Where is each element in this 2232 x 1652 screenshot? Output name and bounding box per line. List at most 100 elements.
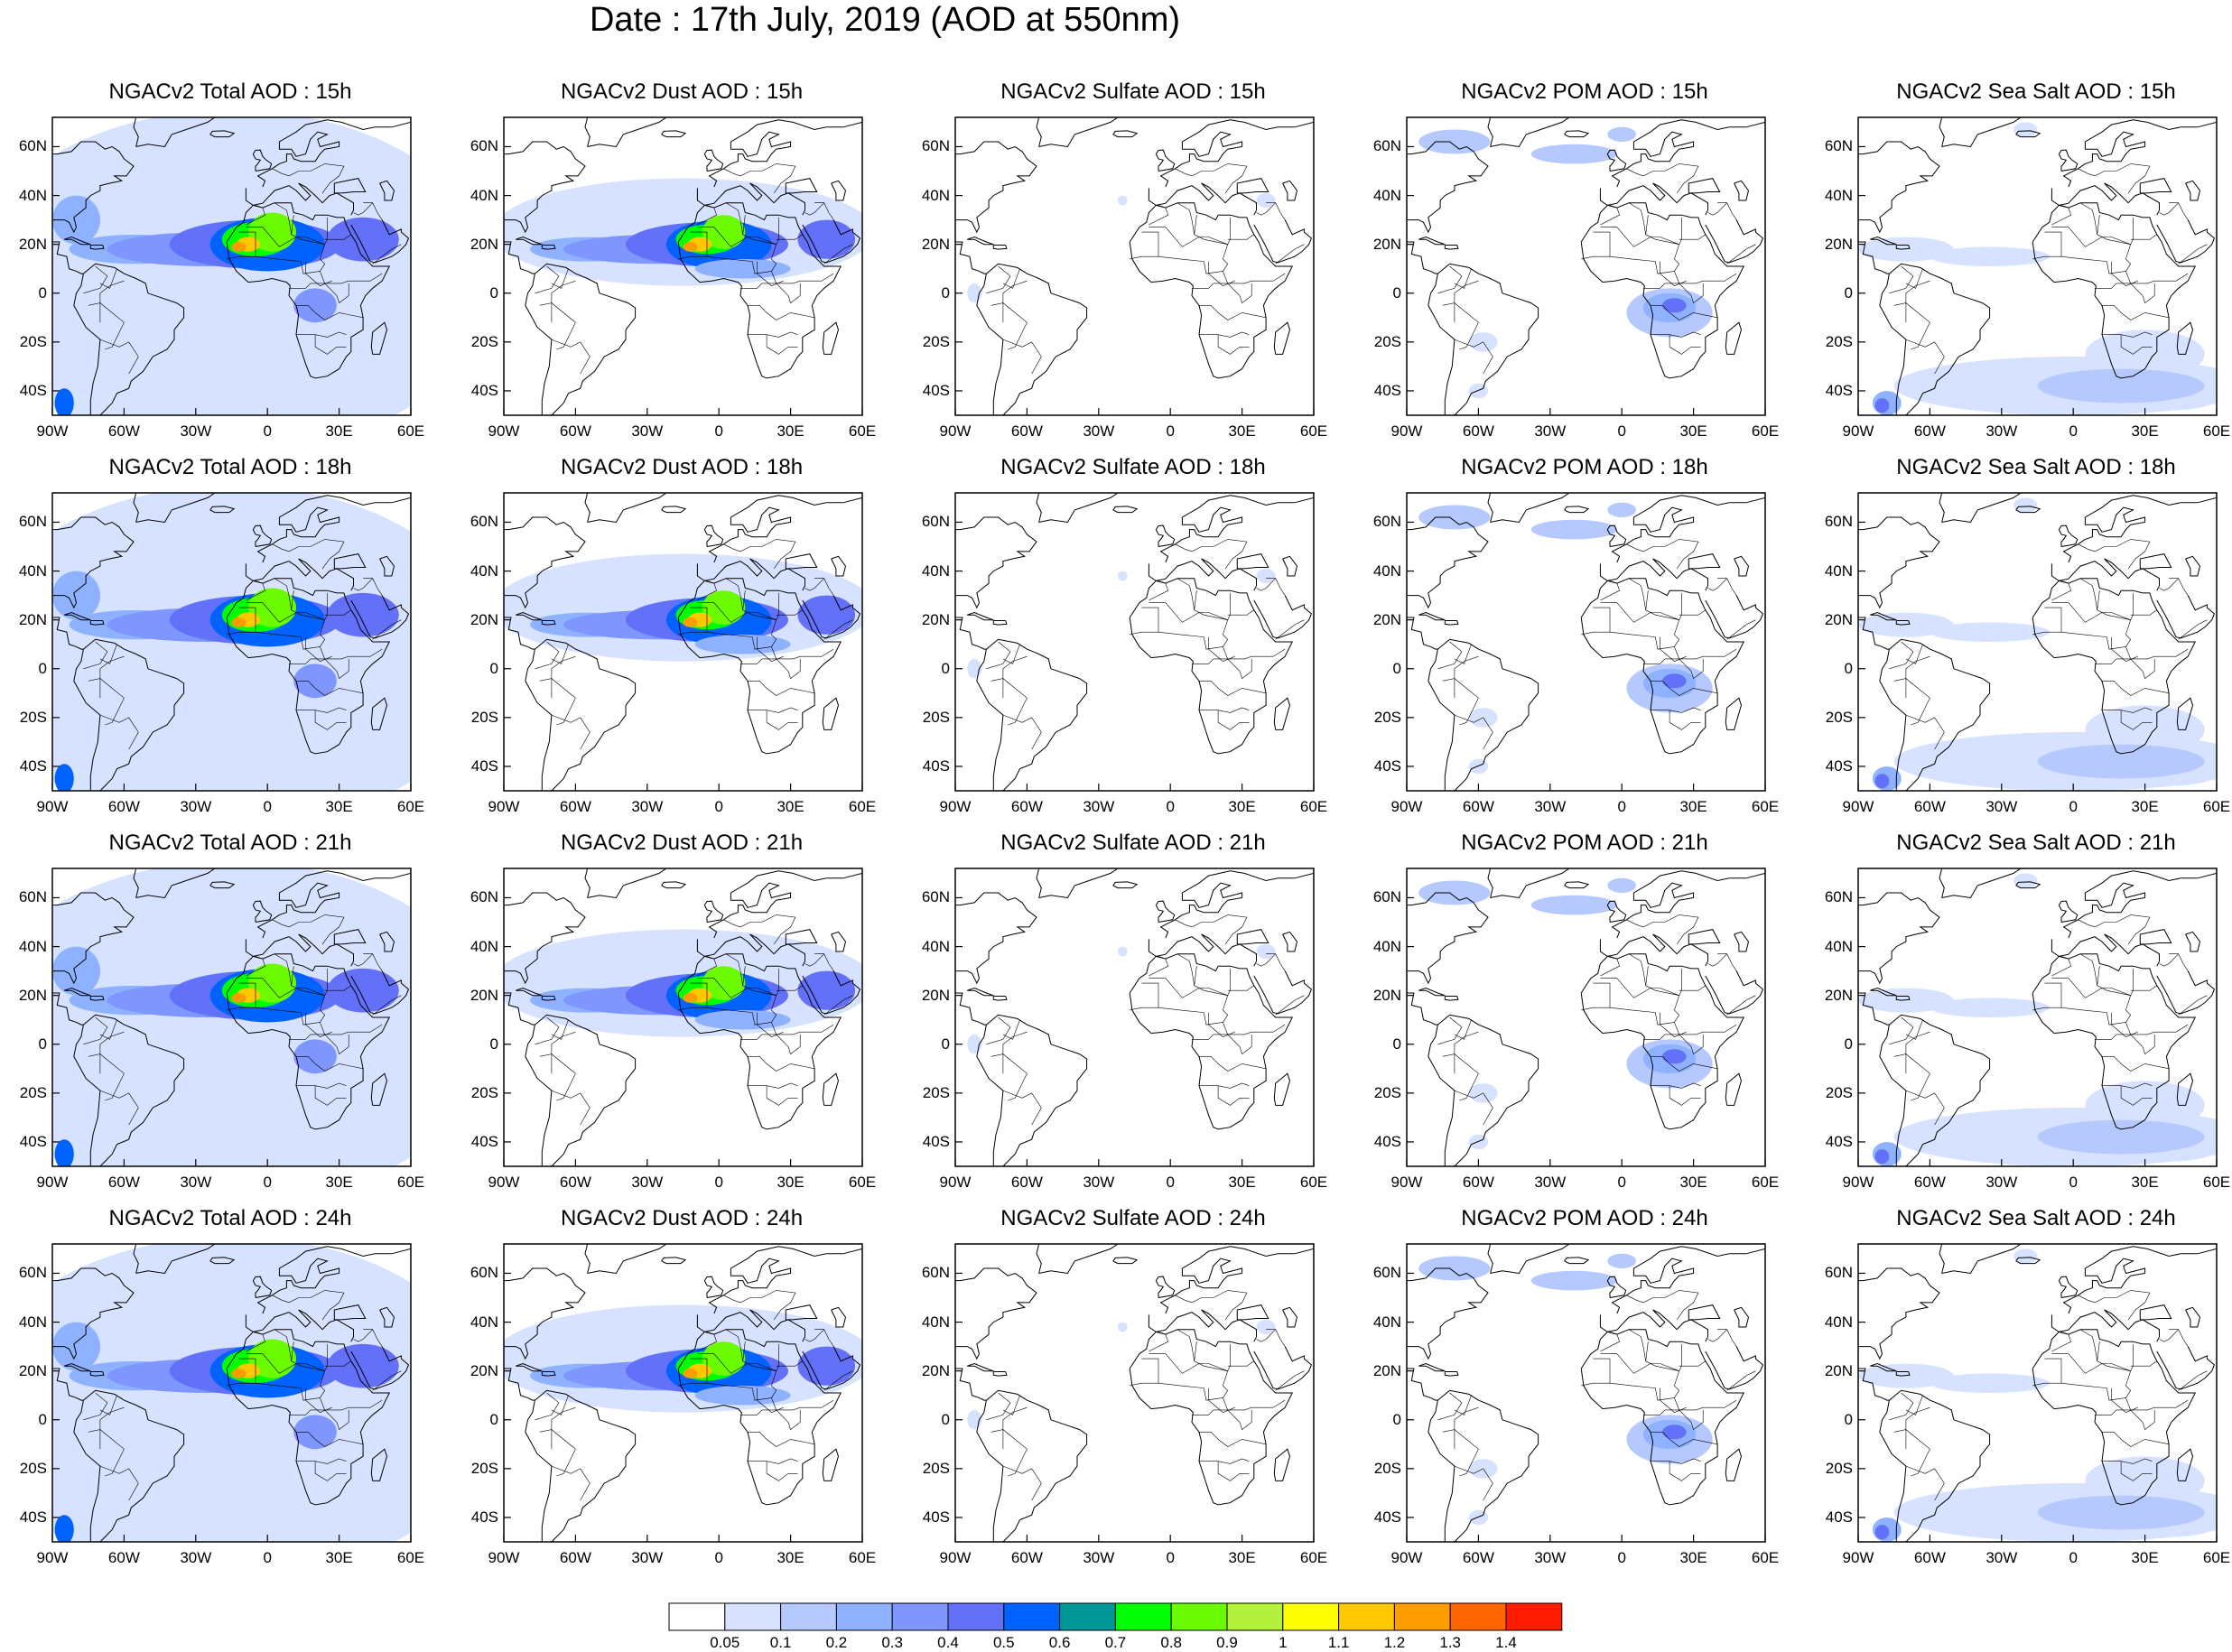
map-panel: NGACv2 Sea Salt AOD : 18h 60N 40N 20N 0 20S 40… bbox=[1806, 376, 2232, 815]
country-border bbox=[2078, 1290, 2151, 1321]
lon-tick-label: 0 bbox=[263, 422, 272, 440]
aod-map bbox=[1857, 492, 2218, 792]
aod-shade bbox=[2085, 329, 2205, 379]
country-border bbox=[2095, 1409, 2155, 1431]
coastline bbox=[1236, 929, 1269, 945]
country-border bbox=[88, 1053, 125, 1101]
country-border bbox=[2078, 163, 2151, 194]
country-border bbox=[2095, 283, 2155, 304]
lat-tick-label: 0 bbox=[941, 1410, 950, 1428]
country-border bbox=[246, 1332, 265, 1352]
country-border bbox=[314, 334, 347, 355]
country-border bbox=[1175, 914, 1248, 945]
country-border bbox=[1437, 1016, 1463, 1045]
lat-tick-label: 20S bbox=[1373, 1083, 1401, 1101]
country-border bbox=[2178, 995, 2208, 1016]
country-border bbox=[1454, 268, 1472, 289]
coastline bbox=[2058, 149, 2079, 172]
aod-shade bbox=[231, 993, 246, 1003]
country-border bbox=[1275, 1370, 1305, 1391]
aod-map bbox=[954, 868, 1315, 1167]
coastline bbox=[1253, 1346, 1312, 1390]
country-border bbox=[551, 714, 591, 750]
coastline bbox=[2185, 1306, 2201, 1328]
country-border bbox=[1454, 1019, 1472, 1040]
country-border bbox=[1660, 261, 1687, 286]
map-panel: NGACv2 Total AOD : 24h 60N 40N 20N 0 20S 40S 90… bbox=[0, 1127, 442, 1566]
coastline bbox=[256, 1246, 411, 1314]
coastline bbox=[1148, 933, 1257, 967]
lon-tick-label: 30W bbox=[180, 1549, 212, 1566]
coastline bbox=[1273, 321, 1291, 355]
country-border bbox=[363, 953, 383, 971]
coastline bbox=[2051, 933, 2160, 967]
country-border bbox=[1149, 592, 1231, 623]
country-border bbox=[1643, 1034, 1704, 1055]
country-border bbox=[1002, 1465, 1042, 1501]
country-border bbox=[690, 231, 708, 257]
coastline bbox=[1725, 697, 1743, 730]
panel-title: NGACv2 Total AOD : 15h bbox=[108, 79, 352, 104]
country-border bbox=[99, 714, 139, 750]
lat-tick-label: 40S bbox=[1373, 1132, 1401, 1150]
lat-tick-label: 40S bbox=[19, 756, 47, 775]
coastline bbox=[1580, 1329, 1745, 1506]
coastline bbox=[379, 180, 395, 201]
coastline bbox=[1564, 881, 1590, 889]
coastline bbox=[677, 1329, 842, 1506]
map-panel: NGACv2 Total AOD : 18h 60N 40N 20N 0 20S 40S 90… bbox=[0, 376, 442, 815]
lon-tick-label: 30E bbox=[777, 798, 804, 815]
lon-tick-label: 30E bbox=[1679, 422, 1707, 440]
lat-tick-label: 60N bbox=[921, 1264, 950, 1282]
map-frame bbox=[1857, 116, 2218, 416]
country-border bbox=[990, 1429, 1028, 1477]
panel-title: NGACv2 Total AOD : 21h bbox=[108, 831, 352, 855]
coastline bbox=[2015, 881, 2041, 889]
lon-tick-label: 60E bbox=[1751, 1549, 1780, 1566]
country-border bbox=[1149, 968, 1231, 998]
aod-shade bbox=[135, 737, 399, 791]
country-border bbox=[725, 578, 743, 610]
coastline bbox=[584, 1244, 667, 1275]
lat-tick-label: 20S bbox=[1373, 332, 1401, 350]
coastline bbox=[1148, 558, 1257, 591]
country-border bbox=[1217, 1461, 1250, 1481]
country-border bbox=[1217, 710, 1250, 730]
lon-tick-label: 30W bbox=[631, 798, 664, 815]
lat-tick-label: 60N bbox=[921, 513, 950, 531]
country-border bbox=[2079, 953, 2097, 986]
panel-title: NGACv2 Total AOD : 24h bbox=[108, 1206, 352, 1230]
coastline bbox=[992, 245, 1008, 250]
country-border bbox=[1669, 1461, 1701, 1481]
country-border bbox=[723, 539, 796, 570]
aod-shade bbox=[683, 993, 698, 1003]
country-border bbox=[551, 1465, 591, 1501]
country-border bbox=[2097, 966, 2131, 996]
country-border bbox=[1266, 1329, 1286, 1347]
coastline bbox=[584, 117, 667, 148]
country-border bbox=[1717, 1329, 1737, 1347]
coastline bbox=[1159, 119, 1314, 188]
lat-tick-label: 20S bbox=[1825, 332, 1853, 350]
country-border bbox=[1628, 202, 1646, 235]
country-border bbox=[2095, 658, 2155, 680]
coastline bbox=[1148, 182, 1257, 216]
aod-shade bbox=[248, 963, 296, 1003]
country-border bbox=[1669, 334, 1701, 355]
country-border bbox=[99, 1406, 125, 1450]
coastline bbox=[2156, 595, 2215, 639]
lat-tick-label: 20N bbox=[921, 986, 950, 1004]
country-border bbox=[2044, 982, 2062, 1008]
country-border bbox=[238, 1358, 256, 1384]
coastline bbox=[1444, 245, 1459, 250]
map-frame bbox=[51, 868, 412, 1167]
coastline bbox=[1282, 931, 1298, 952]
lon-tick-label: 60E bbox=[396, 1549, 425, 1566]
country-border bbox=[2044, 607, 2062, 633]
aod-shade bbox=[2037, 1119, 2205, 1155]
country-border bbox=[1893, 1053, 1930, 1101]
coastline bbox=[703, 149, 724, 172]
country-border bbox=[2120, 1461, 2153, 1481]
lon-tick-label: 60E bbox=[396, 798, 425, 815]
country-border bbox=[697, 968, 779, 998]
